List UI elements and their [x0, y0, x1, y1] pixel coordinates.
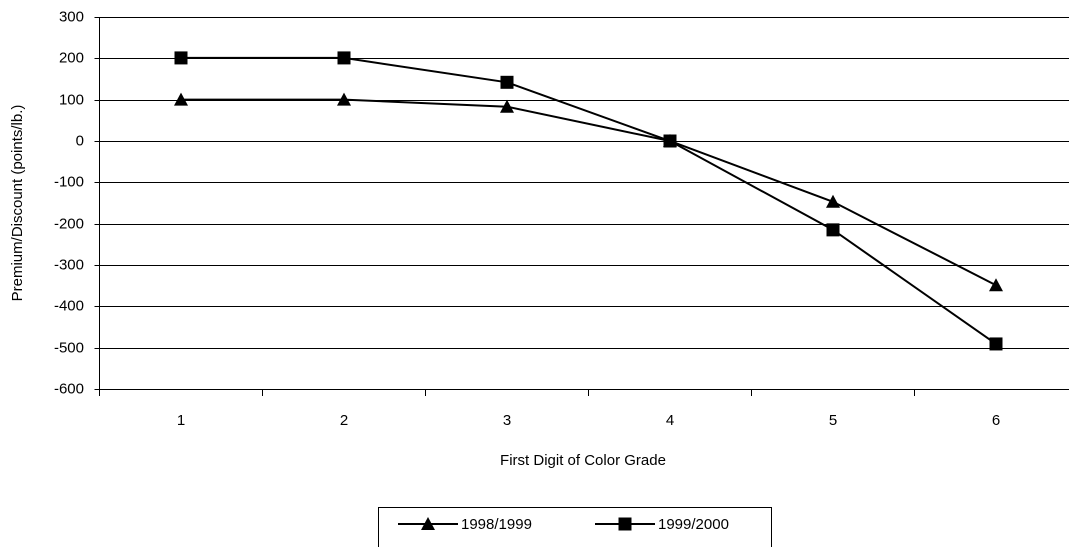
x-tick-label: 5 [829, 412, 837, 429]
series-line [181, 56, 997, 345]
marker [663, 134, 677, 148]
x-tick-label: 2 [340, 412, 348, 429]
legend-marker [618, 517, 632, 531]
marker [337, 92, 351, 106]
marker [826, 194, 840, 208]
y-tick-label: -200 [54, 215, 84, 232]
y-tick-label: 100 [59, 91, 84, 108]
marker [826, 223, 840, 237]
marker [989, 278, 1003, 292]
legend-label: 1998/1999 [461, 516, 532, 533]
marker [500, 75, 514, 89]
y-tick-label: -400 [54, 297, 84, 314]
x-tick-label: 6 [992, 412, 1000, 429]
y-tick-label: -100 [54, 173, 84, 190]
y-axis-label: Premium/Discount (points/lb.) [9, 105, 26, 302]
marker [337, 51, 351, 65]
marker [174, 92, 188, 106]
x-tick-label: 4 [666, 412, 674, 429]
y-tick-label: -500 [54, 339, 84, 356]
legend-marker [421, 517, 435, 530]
marker [989, 337, 1003, 351]
x-tick-label: 1 [177, 412, 185, 429]
series-line [181, 98, 997, 287]
marker [174, 51, 188, 65]
marker [500, 99, 514, 113]
legend-label: 1999/2000 [658, 516, 729, 533]
legend-box [378, 507, 772, 547]
x-tick-label: 3 [503, 412, 511, 429]
y-tick-label: -300 [54, 256, 84, 273]
y-tick-label: 300 [59, 8, 84, 25]
y-tick-label: 0 [76, 132, 84, 149]
x-axis-label: First Digit of Color Grade [500, 452, 666, 469]
y-tick-label: 200 [59, 49, 84, 66]
y-tick-label: -600 [54, 380, 84, 397]
